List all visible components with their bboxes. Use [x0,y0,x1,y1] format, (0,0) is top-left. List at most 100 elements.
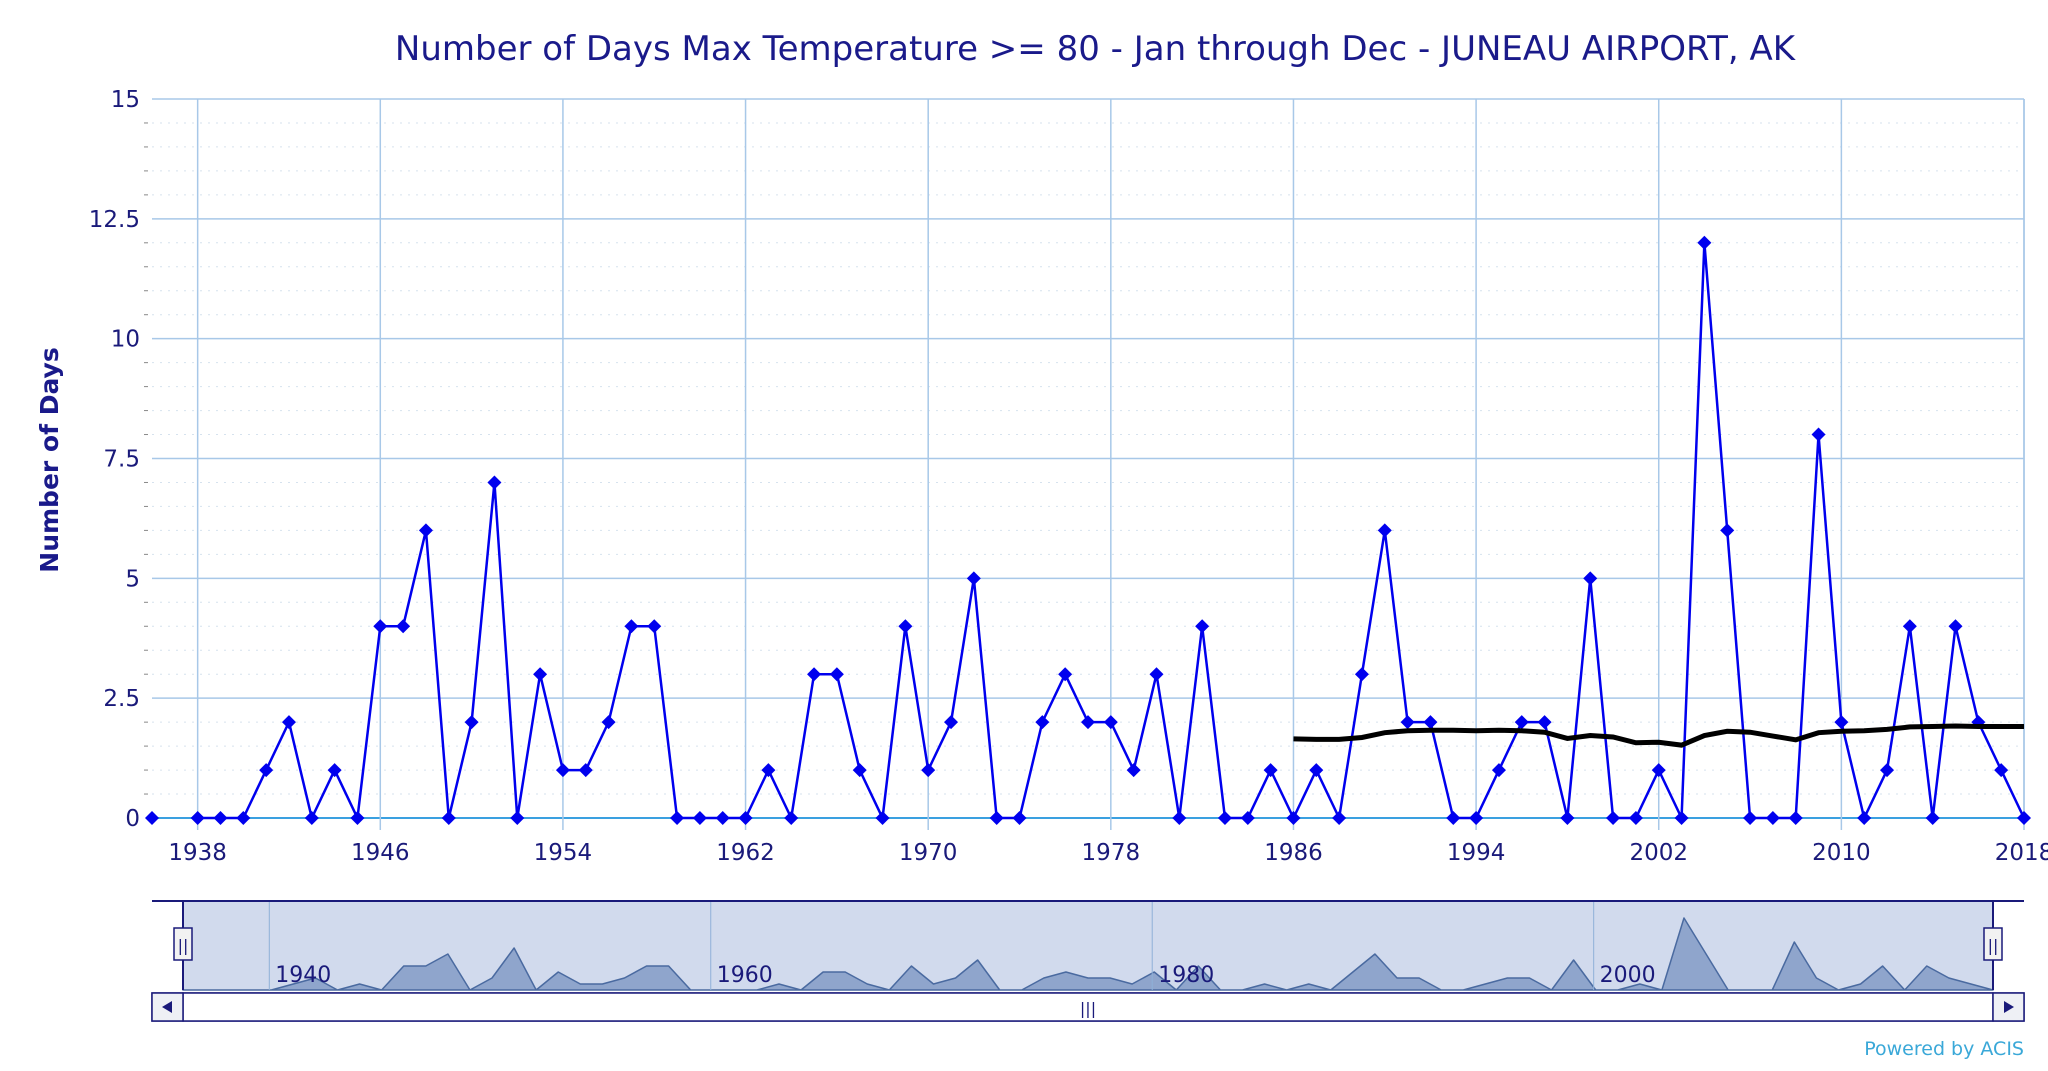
data-point-2005[interactable] [1720,523,1735,538]
data-point-1987[interactable] [1309,763,1324,778]
data-point-1992[interactable] [1423,715,1438,730]
data-point-1938[interactable] [190,811,205,825]
y-tick-label: 2.5 [103,686,140,712]
data-point-1973[interactable] [989,811,1004,825]
grip-icon: || [178,936,189,955]
data-point-1969[interactable] [898,619,913,634]
data-point-1955[interactable] [578,763,593,778]
data-point-1958[interactable] [647,619,662,634]
data-point-2012[interactable] [1880,763,1895,778]
scrollbar-grip-icon: ||| [1080,999,1096,1018]
data-point-1939[interactable] [213,811,228,825]
data-point-2009[interactable] [1811,427,1826,442]
data-point-1995[interactable] [1491,763,1506,778]
data-point-1961[interactable] [715,811,730,825]
data-point-1943[interactable] [304,811,319,825]
data-point-2008[interactable] [1788,811,1803,825]
data-point-1982[interactable] [1195,619,1210,634]
data-point-1936[interactable] [145,811,159,825]
scrollbar-thumb[interactable] [182,992,1994,1022]
data-point-2013[interactable] [1902,619,1917,634]
data-point-1989[interactable] [1354,667,1369,682]
data-point-1988[interactable] [1332,811,1347,825]
data-point-1997[interactable] [1537,715,1552,730]
data-point-2015[interactable] [1948,619,1963,634]
navigator[interactable]: 1940 1960 1980 2000|| ||||| [151,900,2025,1022]
data-point-1978[interactable] [1103,715,1118,730]
series-layer [145,235,2031,825]
data-point-1948[interactable] [418,523,433,538]
data-point-1953[interactable] [533,667,548,682]
navigator-left-handle[interactable] [173,927,193,961]
y-axis: 0 2.5 5 7.5 10 12.5 15 [89,87,140,832]
data-point-2006[interactable] [1743,811,1758,825]
data-point-1940[interactable] [236,811,251,825]
data-point-1956[interactable] [601,715,616,730]
data-point-1962[interactable] [738,811,753,825]
navigator-label: 2000 [1600,963,1656,988]
data-point-1993[interactable] [1446,811,1461,825]
x-tick-label: 2010 [1812,840,1871,866]
data-point-1950[interactable] [464,715,479,730]
data-point-1960[interactable] [692,811,707,825]
data-point-1965[interactable] [807,667,822,682]
data-point-1947[interactable] [396,619,411,634]
data-point-1963[interactable] [761,763,776,778]
x-tick-label: 1970 [899,840,958,866]
data-point-1949[interactable] [441,811,456,825]
data-point-1957[interactable] [624,619,639,634]
data-point-1983[interactable] [1217,811,1232,825]
data-point-1990[interactable] [1377,523,1392,538]
data-point-1951[interactable] [487,475,502,490]
data-point-1945[interactable] [350,811,365,825]
navigator-series [182,917,1994,991]
data-point-1984[interactable] [1240,811,1255,825]
data-point-1980[interactable] [1149,667,1164,682]
data-point-2000[interactable] [1606,811,1621,825]
x-tick-label: 1946 [351,840,410,866]
data-point-1991[interactable] [1400,715,1415,730]
data-point-1959[interactable] [670,811,685,825]
data-point-1944[interactable] [327,763,342,778]
powered-by-link[interactable]: Powered by ACIS [1864,1038,2024,1060]
x-tick-label: 1938 [168,840,227,866]
data-point-1966[interactable] [829,667,844,682]
data-point-1954[interactable] [555,763,570,778]
data-point-2017[interactable] [1994,763,2009,778]
data-point-1979[interactable] [1126,763,1141,778]
data-point-1994[interactable] [1469,811,1484,825]
data-point-1974[interactable] [1012,811,1027,825]
data-point-1976[interactable] [1058,667,1073,682]
data-point-2011[interactable] [1857,811,1872,825]
data-point-1985[interactable] [1263,763,1278,778]
data-point-1967[interactable] [852,763,867,778]
x-tick-label: 1994 [1447,840,1506,866]
data-point-1999[interactable] [1583,571,1598,586]
data-point-2010[interactable] [1834,715,1849,730]
data-point-1968[interactable] [875,811,890,825]
data-point-1941[interactable] [259,763,274,778]
data-point-2018[interactable] [2017,811,2031,825]
data-point-1981[interactable] [1172,811,1187,825]
data-point-2014[interactable] [1925,811,1940,825]
data-point-2004[interactable] [1697,235,1712,250]
data-point-1975[interactable] [1035,715,1050,730]
data-point-1977[interactable] [1081,715,1095,730]
data-point-1970[interactable] [921,763,936,778]
data-point-2001[interactable] [1628,811,1643,825]
data-point-1946[interactable] [373,619,388,634]
data-point-1952[interactable] [510,811,525,825]
data-point-1998[interactable] [1560,811,1575,825]
navigator-right-handle[interactable] [1983,927,2003,961]
data-point-1972[interactable] [966,571,981,586]
data-point-1971[interactable] [944,715,959,730]
data-point-1942[interactable] [281,715,296,730]
data-point-2003[interactable] [1674,811,1689,825]
data-point-1986[interactable] [1286,811,1301,825]
data-point-2002[interactable] [1651,763,1666,778]
data-point-1996[interactable] [1514,715,1529,730]
data-point-2007[interactable] [1765,811,1780,825]
y-tick-label: 5 [125,566,140,592]
data-point-1964[interactable] [784,811,799,825]
